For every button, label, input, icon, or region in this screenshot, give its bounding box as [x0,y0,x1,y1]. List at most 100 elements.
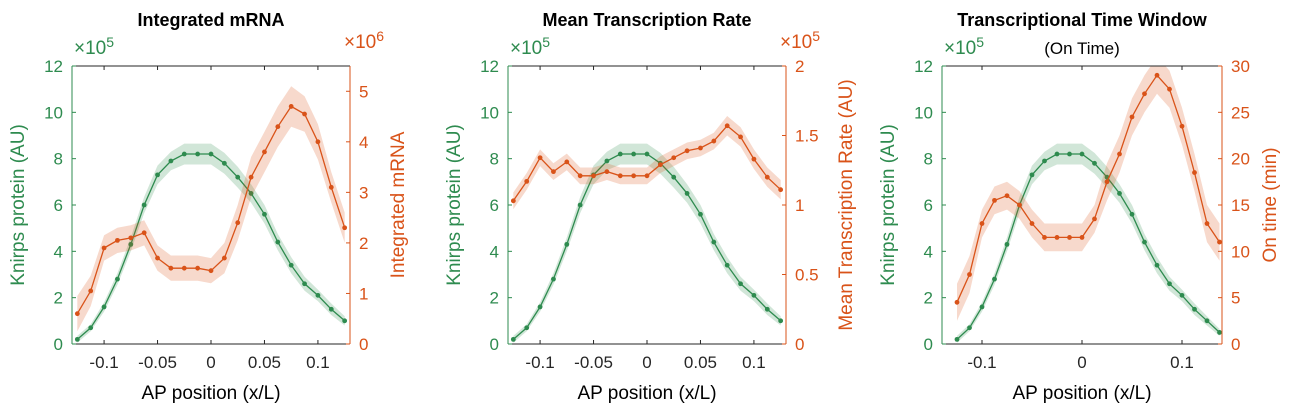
mrna-data-point [88,288,94,294]
knirps-data-point [74,336,80,342]
right-y-tick-label: 0 [359,335,368,354]
knirps-data-point [564,241,570,247]
knirps-data-point [671,174,677,180]
right-y-tick-label: 0 [1231,335,1240,354]
knirps-data-point [155,172,160,178]
left-y-tick-label: 2 [924,289,933,308]
left-y-tick-label: 10 [914,103,933,122]
right-y-tick-label: 2 [795,57,804,76]
mrna-data-point [181,265,187,271]
mrna-data-point [195,265,201,271]
left-y-axis-label: Knirps protein (AU) [8,124,29,286]
left-axis-exponent: ×105 [510,34,550,59]
mrna-data-point [74,311,80,317]
mrna-data-point [168,265,174,271]
chart-panel-1: -0.1 -0.05 0 0.05 0.1024681012012345Integrat… [8,10,409,404]
mrna-data-point [537,155,543,161]
knirps-data-point [1029,172,1035,178]
knirps-data-point [342,318,348,324]
left-y-tick-label: 12 [914,57,933,76]
knirps-data-point [262,211,267,217]
knirps-data-point [315,292,321,298]
left-y-tick-label: 0 [490,335,499,354]
left-y-tick-label: 4 [924,242,933,261]
knirps-data-point [954,336,960,342]
knirps-data-point [1117,191,1122,196]
mrna-data-point [738,134,743,140]
left-y-tick-label: 6 [54,196,63,215]
x-axis-label: AP position (x/L) [1012,383,1151,404]
chart-title: Transcriptional Time Window [957,10,1208,30]
right-y-tick-label: 1 [359,284,368,303]
mrna-data-point [1167,86,1172,92]
mrna-error-band [957,66,1220,321]
right-y-tick-label: 5 [1231,289,1240,308]
left-y-tick-label: 2 [490,289,499,308]
left-y-tick-label: 6 [490,196,499,215]
knirps-data-point [1192,306,1197,312]
mrna-data-point [524,178,530,184]
mrna-data-point [141,230,147,236]
knirps-data-point [248,191,254,196]
mrna-data-point [1192,170,1197,175]
knirps-data-point [524,325,530,331]
left-y-tick-label: 10 [44,103,63,122]
knirps-data-point [235,174,241,180]
x-tick-label: 0.1 [742,353,766,372]
left-y-tick-label: 12 [480,57,499,76]
mrna-data-point [671,155,677,161]
right-y-tick-label: 20 [1231,150,1250,169]
knirps-data-point [1167,281,1172,287]
knirps-data-point [604,158,610,164]
left-y-tick-label: 8 [924,150,933,169]
mrna-data-point [1042,235,1047,240]
right-y-tick-label: 30 [1231,57,1250,76]
mrna-data-point [315,139,321,145]
knirps-data-point [724,262,730,268]
right-y-axis-label: Integrated mRNA [388,131,409,278]
knirps-data-point [115,276,120,282]
x-tick-label: -0.05 [138,353,177,372]
mrna-data-point [288,104,294,109]
plot-area [74,86,348,343]
mrna-data-point [617,173,623,179]
mrna-data-point [631,173,637,179]
mrna-data-point [1142,91,1147,97]
mrna-data-point [954,299,960,305]
right-y-tick-label: 2 [359,234,368,253]
mrna-data-point [764,174,770,180]
mrna-data-point [1079,235,1085,240]
mrna-data-point [1217,239,1222,245]
knirps-data-point [1204,318,1210,324]
right-axis-exponent: ×105 [780,28,820,53]
x-tick-label: 0 [1077,353,1086,372]
mrna-data-point [1029,221,1035,226]
mrna-data-point [684,148,690,154]
plot-area [954,66,1222,343]
knirps-data-point [141,202,147,208]
knirps-data-point [992,276,997,282]
x-tick-label: 0.05 [684,353,717,372]
left-y-tick-label: 4 [490,242,499,261]
left-y-tick-label: 10 [480,103,499,122]
right-y-tick-label: 0 [795,335,804,354]
mrna-data-point [1017,202,1022,208]
knirps-data-point [181,151,187,157]
mrna-data-point [342,225,348,231]
x-tick-label: 0.1 [306,353,330,372]
mrna-data-point [128,235,134,241]
knirps-data-point [778,318,784,324]
knirps-data-point [221,160,227,166]
mrna-data-point [751,156,757,162]
x-tick-label: 0.05 [248,353,281,372]
mrna-data-point [657,162,663,168]
right-y-tick-label: 5 [359,82,368,101]
knirps-data-point [101,304,107,310]
mrna-data-point [1117,151,1122,157]
x-tick-label: -0.1 [89,353,118,372]
knirps-data-point [1092,160,1097,166]
mrna-data-point [1067,235,1072,240]
knirps-data-point [738,281,743,287]
right-y-tick-label: 0.5 [795,266,819,285]
knirps-data-point [631,151,637,157]
